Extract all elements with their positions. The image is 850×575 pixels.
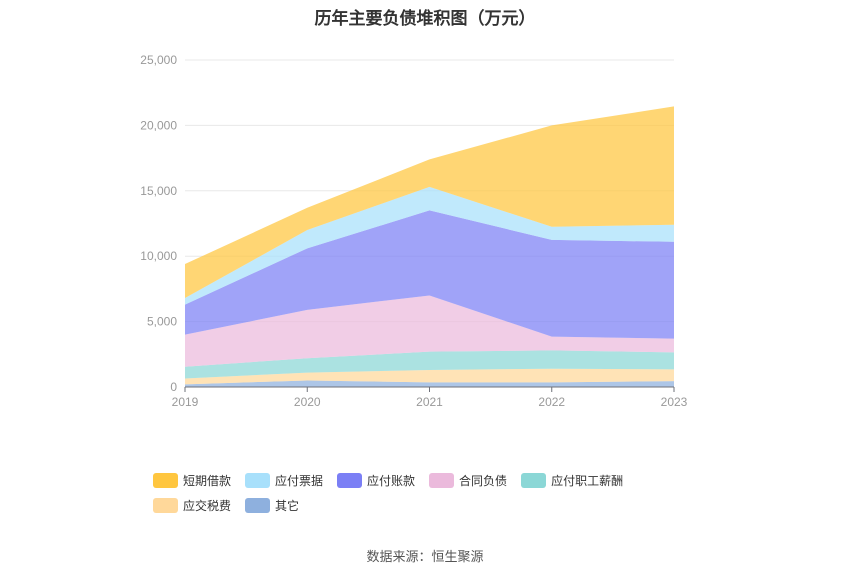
legend-label: 应交税费 bbox=[183, 499, 232, 513]
legend: 短期借款 应付票据 应付账款 合同负债 应付职工薪酬应交税费 其它 bbox=[153, 472, 713, 514]
y-tick-label: 15,000 bbox=[140, 184, 177, 198]
area-series bbox=[185, 106, 674, 299]
legend-item[interactable]: 应付账款 bbox=[337, 472, 415, 489]
legend-label: 应付票据 bbox=[275, 474, 324, 488]
area-layer bbox=[185, 106, 674, 387]
y-tick-label: 10,000 bbox=[140, 249, 177, 263]
legend-label: 合同负债 bbox=[459, 474, 508, 488]
legend-item[interactable]: 应交税费 bbox=[153, 497, 231, 514]
x-tick-label: 2022 bbox=[538, 395, 565, 409]
legend-swatch bbox=[429, 473, 455, 488]
area-series bbox=[185, 350, 674, 379]
y-tick-label: 20,000 bbox=[140, 118, 177, 132]
y-tick-label: 5,000 bbox=[147, 315, 177, 329]
legend-label: 应付账款 bbox=[367, 474, 416, 488]
x-tick-label: 2020 bbox=[294, 395, 321, 409]
legend-label: 其它 bbox=[275, 499, 300, 513]
legend-item[interactable]: 其它 bbox=[245, 497, 299, 514]
axis-layer: 0 5,000 10,000 15,000 20,000 25,000 2019 2020 20… bbox=[140, 53, 687, 409]
legend-swatch bbox=[337, 473, 363, 488]
x-tick-label: 2021 bbox=[416, 395, 443, 409]
legend-label: 应付职工薪酬 bbox=[551, 474, 624, 488]
legend-swatch bbox=[153, 473, 178, 488]
x-tick-label: 2023 bbox=[661, 395, 688, 409]
area-series bbox=[185, 210, 674, 339]
legend-swatch bbox=[521, 473, 547, 488]
stacked-area-chart: 0 5,000 10,000 15,000 20,000 25,000 2019 2020 20… bbox=[140, 53, 687, 409]
y-tick-label: 0 bbox=[170, 380, 177, 394]
area-series bbox=[185, 186, 674, 305]
source-note: 数据来源：恒生聚源 bbox=[366, 549, 484, 564]
legend-item[interactable]: 合同负债 bbox=[429, 472, 507, 489]
legend-swatch bbox=[245, 473, 271, 488]
chart-title: 历年主要负债堆积图（万元） bbox=[314, 9, 536, 28]
area-series bbox=[185, 380, 674, 387]
y-tick-label: 25,000 bbox=[140, 53, 177, 67]
legend-swatch bbox=[245, 498, 271, 513]
legend-swatch bbox=[153, 498, 178, 513]
legend-label: 短期借款 bbox=[183, 474, 232, 488]
area-series bbox=[185, 295, 674, 367]
legend-item[interactable]: 短期借款 bbox=[153, 472, 231, 489]
legend-item[interactable]: 应付职工薪酬 bbox=[521, 472, 623, 489]
legend-item[interactable]: 应付票据 bbox=[245, 472, 323, 489]
x-tick-label: 2019 bbox=[172, 395, 199, 409]
